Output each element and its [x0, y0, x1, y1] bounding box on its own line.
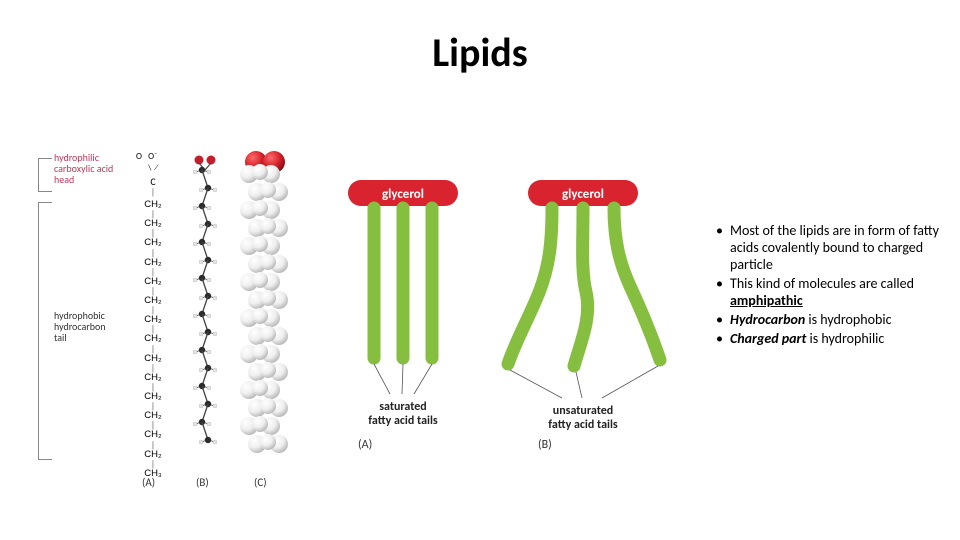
- fatty-acid-figure: hydrophilic carboxylic acid head hydroph…: [38, 150, 298, 510]
- glycerol-label-a: glycerol: [382, 187, 424, 202]
- structural-formula-column: O O⁻ \ ⁄ C |CH₂|CH₂|CH₂|CH₂|CH₂|CH₂|CH₂|…: [130, 154, 176, 481]
- leader-lines-b: [510, 366, 658, 398]
- subcaption-a: (A): [142, 476, 155, 489]
- ch2-chain: |CH₂|CH₂|CH₂|CH₂|CH₂|CH₂|CH₂|CH₂|CH₂|CH₂…: [130, 187, 176, 481]
- ball-stick-column: [188, 152, 222, 472]
- subcaption-panel-a: (A): [358, 438, 372, 452]
- glycerol-label-b: glycerol: [562, 187, 604, 202]
- label-hydrophilic-head: hydrophilic carboxylic acid head: [54, 152, 118, 185]
- bullet-item: This kind of molecules are called amphip…: [730, 275, 948, 309]
- ball-stick-svg: [188, 152, 222, 472]
- triglyceride-svg: glycerol saturated fatty acid tails (A) …: [330, 158, 700, 488]
- carboxyl-group: O O⁻ \ ⁄ C: [130, 154, 176, 193]
- triglyceride-figure: glycerol saturated fatty acid tails (A) …: [330, 158, 700, 488]
- subcaption-b: (B): [196, 476, 209, 489]
- unsat-tail-2: [574, 208, 588, 366]
- slide-title: Lipids: [0, 28, 960, 77]
- bracket-tail: [38, 202, 52, 460]
- leader-lines-a: [374, 364, 432, 394]
- bullet-list: Most of the lipids are in form of fatty …: [716, 222, 948, 349]
- bullet-item: Charged part is hydrophilic: [730, 330, 948, 347]
- caption-unsat-1: unsaturated: [553, 404, 613, 418]
- caption-sat-1: saturated: [379, 400, 427, 414]
- slide: Lipids hydrophilic carboxylic acid head …: [0, 0, 960, 540]
- caption-unsat-2: fatty acid tails: [548, 418, 618, 432]
- unsat-tail-1: [508, 208, 552, 364]
- bullet-item: Most of the lipids are in form of fatty …: [730, 222, 948, 273]
- space-fill-column: [234, 148, 294, 478]
- bullet-item: Hydrocarbon is hydrophobic: [730, 311, 948, 328]
- caption-sat-2: fatty acid tails: [368, 414, 438, 428]
- unsat-tail-3: [614, 208, 660, 360]
- subcaption-c: (C): [254, 476, 267, 489]
- space-fill-svg: [234, 148, 294, 478]
- subcaption-panel-b: (B): [538, 438, 552, 452]
- bracket-head: [38, 158, 52, 192]
- label-hydrophobic-tail: hydrophobic hydrocarbon tail: [54, 310, 118, 343]
